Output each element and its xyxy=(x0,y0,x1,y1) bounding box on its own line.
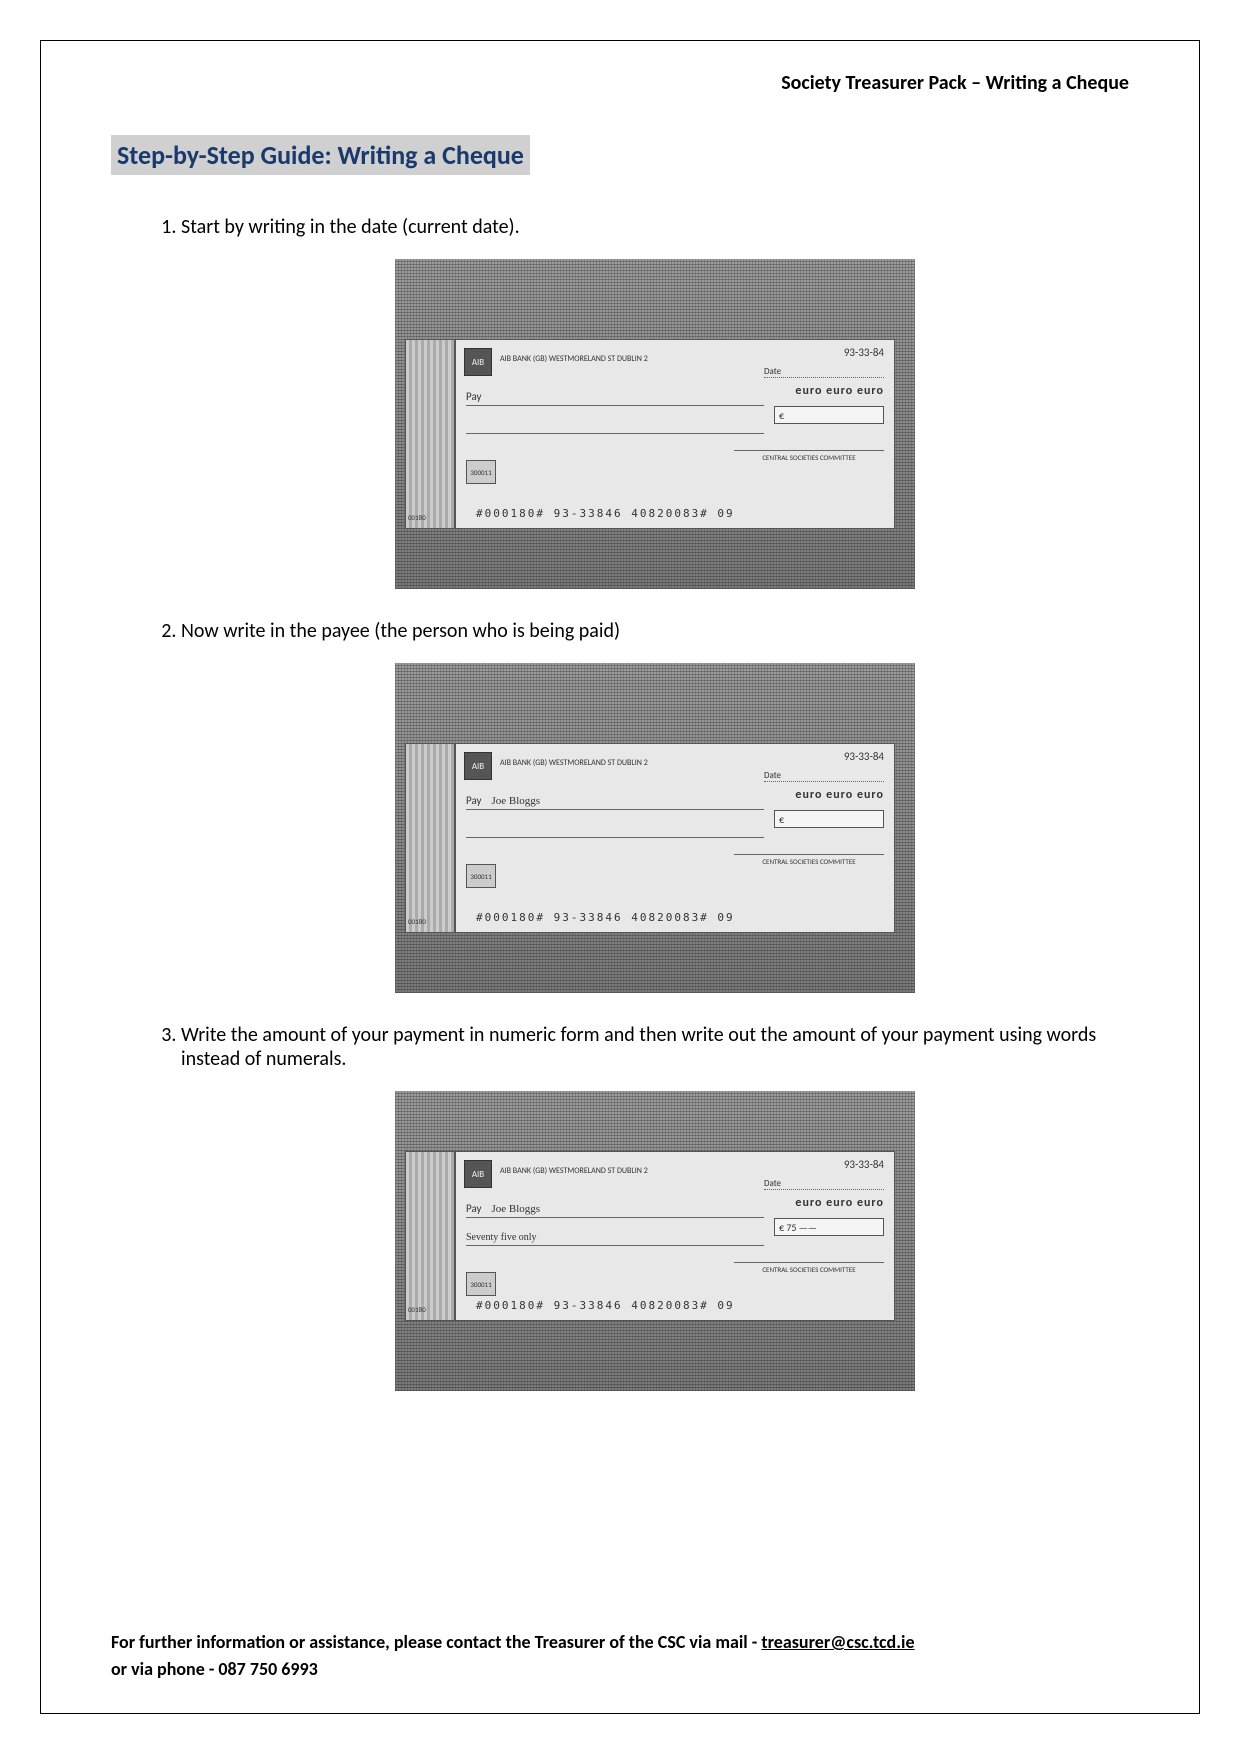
footer-email-link[interactable]: treasurer@csc.tcd.ie xyxy=(761,1631,914,1653)
cheque-body: AIB AIB BANK (GB) WESTMORELAND ST DUBLIN… xyxy=(455,1151,895,1321)
stub-number: 00180 xyxy=(408,1305,426,1314)
euro-label: euro euro euro xyxy=(795,1196,884,1210)
euro-label: euro euro euro xyxy=(795,788,884,802)
pay-row: Pay Joe Bloggs xyxy=(466,1202,764,1218)
page-title: Step-by-Step Guide: Writing a Cheque xyxy=(111,135,530,175)
pay-row: Pay Joe Bloggs xyxy=(466,794,764,810)
cheque-stub: 00180 xyxy=(405,743,455,933)
cheque-body: AIB AIB BANK (GB) WESTMORELAND ST DUBLIN… xyxy=(455,339,895,529)
bank-logo: AIB xyxy=(464,1160,492,1188)
signature-label: CENTRAL SOCIETIES COMMITTEE xyxy=(734,450,884,462)
cheque-figure-1: 00180 AIB AIB BANK (GB) WESTMORELAND ST … xyxy=(395,259,915,589)
step-1: Start by writing in the date (current da… xyxy=(181,215,1129,589)
date-label: Date xyxy=(764,770,781,781)
cheque-figure-3: 00180 AIB AIB BANK (GB) WESTMORELAND ST … xyxy=(395,1091,915,1391)
footer-text-2: or via phone - xyxy=(111,1658,218,1680)
euro-label: euro euro euro xyxy=(795,384,884,398)
date-line: Date xyxy=(764,1178,884,1190)
page-header: Society Treasurer Pack – Writing a Chequ… xyxy=(111,71,1129,95)
bank-logo: AIB xyxy=(464,752,492,780)
sort-code: 93-33-84 xyxy=(844,1158,884,1171)
bank-logo: AIB xyxy=(464,348,492,376)
pay-label: Pay xyxy=(466,794,482,807)
cheque-number-stamp: 300011 xyxy=(466,1272,496,1296)
amount-box: € xyxy=(774,406,884,424)
payee-handwriting: Joe Bloggs xyxy=(491,1203,540,1215)
euro-symbol-icon: € xyxy=(779,813,784,826)
cheque-stub: 00180 xyxy=(405,339,455,529)
date-label: Date xyxy=(764,366,781,377)
footer-phone: 087 750 6993 xyxy=(218,1658,317,1680)
step-2: Now write in the payee (the person who i… xyxy=(181,619,1129,993)
cheque-number-stamp: 300011 xyxy=(466,864,496,888)
date-line: Date xyxy=(764,770,884,782)
page-frame: Society Treasurer Pack – Writing a Chequ… xyxy=(40,40,1200,1714)
step-3: Write the amount of your payment in nume… xyxy=(181,1023,1129,1391)
micr-line: #000180# 93-33846 40820083# 09 xyxy=(476,911,735,924)
date-label: Date xyxy=(764,1178,781,1189)
words-row xyxy=(466,420,764,434)
step-list: Start by writing in the date (current da… xyxy=(111,215,1129,1391)
signature-label: CENTRAL SOCIETIES COMMITTEE xyxy=(734,1262,884,1274)
cheque-stub: 00180 xyxy=(405,1151,455,1321)
words-row xyxy=(466,824,764,838)
stub-number: 00180 xyxy=(408,513,426,522)
step-1-text: Start by writing in the date (current da… xyxy=(181,215,520,239)
stub-number: 00180 xyxy=(408,917,426,926)
micr-line: #000180# 93-33846 40820083# 09 xyxy=(476,1299,735,1312)
date-line: Date xyxy=(764,366,884,378)
words-row: Seventy five only xyxy=(466,1232,764,1246)
amount-box: € xyxy=(774,810,884,828)
sort-code: 93-33-84 xyxy=(844,346,884,359)
bank-address: AIB BANK (GB) WESTMORELAND ST DUBLIN 2 xyxy=(500,758,648,768)
payee-handwriting: Joe Bloggs xyxy=(491,795,540,807)
cheque-number-stamp: 300011 xyxy=(466,460,496,484)
cheque-body: AIB AIB BANK (GB) WESTMORELAND ST DUBLIN… xyxy=(455,743,895,933)
step-2-text: Now write in the payee (the person who i… xyxy=(181,619,620,643)
euro-symbol-icon: € xyxy=(779,409,784,422)
pay-label: Pay xyxy=(466,1202,482,1215)
micr-line: #000180# 93-33846 40820083# 09 xyxy=(476,507,735,520)
sort-code: 93-33-84 xyxy=(844,750,884,763)
signature-label: CENTRAL SOCIETIES COMMITTEE xyxy=(734,854,884,866)
page-footer: For further information or assistance, p… xyxy=(111,1629,1129,1683)
step-3-text: Write the amount of your payment in nume… xyxy=(181,1023,1096,1071)
bank-address: AIB BANK (GB) WESTMORELAND ST DUBLIN 2 xyxy=(500,354,648,364)
pay-row: Pay xyxy=(466,390,764,406)
cheque-figure-2: 00180 AIB AIB BANK (GB) WESTMORELAND ST … xyxy=(395,663,915,993)
footer-text-1: For further information or assistance, p… xyxy=(111,1631,761,1653)
bank-address: AIB BANK (GB) WESTMORELAND ST DUBLIN 2 xyxy=(500,1166,648,1176)
amount-box: € 75 —— xyxy=(774,1218,884,1236)
pay-label: Pay xyxy=(466,390,482,403)
